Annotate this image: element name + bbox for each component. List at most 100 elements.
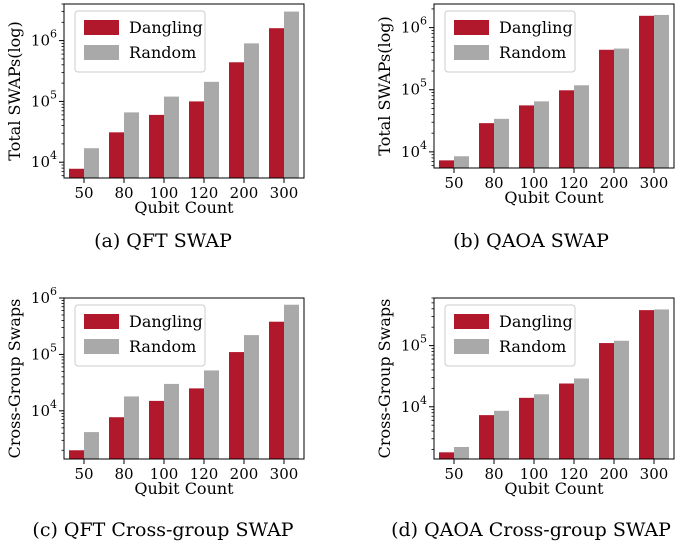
y-axis-label: Total SWAPs(log)	[5, 21, 24, 160]
bar-dangling-120	[189, 388, 204, 459]
bar-random-200	[244, 335, 259, 459]
bar-dangling-120	[559, 90, 574, 168]
bar-dangling-100	[149, 400, 164, 459]
axes-frame	[63, 3, 305, 179]
bar-random-50	[454, 156, 469, 168]
bar-dangling-300	[639, 15, 654, 169]
legend-swatch-random	[84, 339, 119, 354]
bar-random-200	[614, 48, 629, 168]
x-tick-label: 200	[230, 184, 259, 202]
y-tick-label: 104	[31, 149, 57, 171]
x-tick-label: 100	[520, 174, 549, 192]
x-tick-label: 120	[560, 174, 589, 192]
bar-dangling-50	[69, 450, 84, 459]
bar-random-50	[84, 148, 99, 178]
x-tick-label: 80	[114, 184, 133, 202]
x-tick-label: 200	[600, 465, 629, 483]
x-tick-label: 80	[484, 465, 503, 483]
chart-0: 104 105 106 50 80 100 120 200 300 Qubit Count Tota…	[5, 3, 305, 252]
bar-random-120	[204, 81, 219, 178]
bar-dangling-50	[439, 452, 454, 459]
legend-label-dangling: Dangling	[499, 312, 573, 331]
legend-label-random: Random	[499, 43, 566, 62]
bar-dangling-100	[149, 114, 164, 178]
x-tick-label: 100	[150, 184, 179, 202]
x-tick-label: 80	[114, 465, 133, 483]
bar-dangling-120	[189, 101, 204, 178]
y-tick-label: 105	[401, 333, 427, 355]
bar-random-120	[204, 370, 219, 459]
bar-dangling-80	[109, 417, 124, 459]
bar-dangling-200	[229, 352, 244, 459]
bar-random-100	[164, 383, 179, 459]
chart-caption: (c) QFT Cross-group SWAP	[32, 519, 293, 541]
bar-dangling-80	[109, 132, 124, 178]
bar-random-100	[164, 96, 179, 178]
y-axis-label: Cross-Group Swaps	[5, 299, 24, 459]
bar-dangling-50	[439, 160, 454, 168]
x-tick-label: 200	[230, 465, 259, 483]
bar-random-300	[284, 304, 299, 459]
axes-frame	[63, 297, 305, 460]
bar-dangling-200	[599, 343, 614, 459]
bar-dangling-80	[479, 123, 494, 168]
legend-label-random: Random	[499, 337, 566, 356]
x-tick-label: 200	[600, 174, 629, 192]
y-tick-label: 106	[31, 28, 57, 50]
chart-2: 104 105 106 50 80 100 120 200 300 Qubit Count Cros…	[5, 285, 305, 541]
legend-swatch-random	[84, 45, 119, 60]
y-tick-label: 105	[401, 77, 427, 99]
chart-caption: (a) QFT SWAP	[94, 230, 232, 252]
legend-swatch-random	[454, 339, 489, 354]
bar-random-80	[494, 118, 509, 168]
y-axis-label: Total SWAPs(log)	[375, 16, 394, 155]
bar-dangling-50	[69, 168, 84, 178]
y-tick-label: 104	[31, 398, 57, 420]
x-tick-label: 50	[444, 174, 463, 192]
bar-dangling-200	[599, 49, 614, 168]
axes-frame	[433, 297, 675, 460]
x-axis-label: Qubit Count	[504, 479, 604, 498]
x-tick-label: 80	[484, 174, 503, 192]
bar-random-120	[574, 378, 589, 459]
axes-frame	[433, 3, 675, 169]
y-tick-label: 104	[401, 139, 427, 161]
bar-random-50	[454, 446, 469, 459]
bar-random-200	[244, 43, 259, 178]
bar-dangling-300	[269, 28, 284, 178]
legend-swatch-dangling	[84, 314, 119, 329]
bar-dangling-100	[519, 397, 534, 459]
bar-random-100	[534, 101, 549, 168]
legend-swatch-dangling	[84, 20, 119, 35]
bar-dangling-100	[519, 105, 534, 168]
bar-dangling-200	[229, 62, 244, 179]
x-tick-label: 100	[150, 465, 179, 483]
legend-label-random: Random	[129, 337, 196, 356]
bar-dangling-300	[639, 310, 654, 459]
y-tick-label: 105	[31, 341, 57, 363]
x-tick-label: 300	[640, 465, 669, 483]
bar-random-100	[534, 394, 549, 459]
legend-label-random: Random	[129, 43, 196, 62]
legend-swatch-dangling	[454, 314, 489, 329]
x-tick-label: 50	[74, 184, 93, 202]
x-tick-label: 120	[560, 465, 589, 483]
bar-random-50	[84, 432, 99, 459]
bar-random-300	[284, 11, 299, 178]
x-tick-label: 100	[520, 465, 549, 483]
legend-label-dangling: Dangling	[499, 18, 573, 37]
x-tick-label: 300	[270, 184, 299, 202]
chart-caption: (b) QAOA SWAP	[453, 230, 609, 252]
bar-random-80	[494, 410, 509, 459]
bar-random-120	[574, 85, 589, 168]
x-tick-label: 120	[190, 465, 219, 483]
bar-random-300	[654, 14, 669, 168]
chart-caption: (d) QAOA Cross-group SWAP	[391, 519, 671, 541]
y-tick-label: 104	[401, 394, 427, 416]
x-tick-label: 120	[190, 184, 219, 202]
bar-dangling-80	[479, 415, 494, 459]
y-tick-label: 106	[401, 15, 427, 37]
y-tick-label: 106	[31, 285, 57, 307]
legend-label-dangling: Dangling	[129, 18, 203, 37]
